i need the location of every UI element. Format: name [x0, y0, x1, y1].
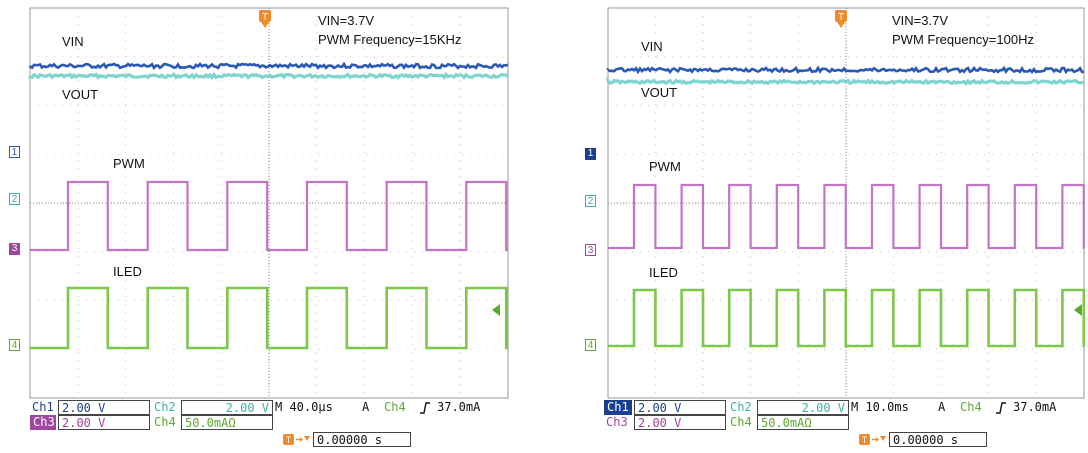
ch1-scale: 2.00 V [58, 400, 150, 415]
trace-group [28, 61, 510, 350]
trace-group [606, 65, 1086, 348]
trigger-offset-icon: T [283, 434, 310, 445]
trace-label-iled: ILED [113, 264, 142, 279]
trace-pwm [608, 183, 1085, 250]
annotation-pwm-frequency: PWM Frequency=15KHz [318, 32, 462, 47]
trigger-position-marker[interactable]: T [259, 10, 271, 28]
trace-vout [606, 76, 1085, 86]
trace-vout [28, 71, 510, 81]
channel-marker-3[interactable]: 3 [9, 243, 20, 255]
ch2-scale: 2.00 V [181, 400, 273, 415]
trigger-position-marker[interactable]: T [835, 10, 847, 28]
ch1-scale: 2.00 V [634, 400, 726, 415]
ch2-label: Ch2 [730, 400, 752, 414]
trigger-mode: A [362, 400, 370, 414]
svg-text:T: T [838, 12, 844, 23]
trigger-offset-icon: T [859, 434, 886, 445]
trace-pwm [30, 180, 508, 252]
trigger-offset: 0.00000 s [889, 432, 987, 447]
trigger-level-arrow[interactable] [490, 304, 500, 316]
trace-label-iled: ILED [649, 265, 678, 280]
channel-marker-4[interactable]: 4 [585, 339, 596, 351]
trigger-offset: 0.00000 s [313, 432, 411, 447]
ch4-label: Ch4 [154, 415, 176, 429]
annotation-vin: VIN=3.7V [892, 13, 949, 28]
trigger-channel: Ch4 [384, 400, 406, 414]
trace-label-vin: VIN [62, 34, 84, 49]
trigger-level-arrow[interactable] [1072, 304, 1082, 316]
channel-marker-1[interactable]: 1 [585, 148, 596, 160]
trace-label-pwm: PWM [649, 159, 681, 174]
ch4-label: Ch4 [730, 415, 752, 429]
trigger-mode: A [938, 400, 946, 414]
trigger-level: 37.0mA [1013, 400, 1057, 414]
channel-marker-1[interactable]: 1 [9, 146, 20, 158]
trace-vin [606, 65, 1085, 75]
svg-text:T: T [286, 435, 292, 445]
ch3-scale: 2.00 V [58, 415, 150, 430]
svg-text:T: T [862, 435, 868, 445]
scope-grid-right [606, 7, 1086, 399]
channel-marker-2[interactable]: 2 [9, 193, 20, 205]
ch3-label: Ch3 [606, 415, 628, 429]
trace-label-vout: VOUT [62, 87, 99, 102]
ch2-label: Ch2 [154, 400, 176, 414]
ch1-label: Ch1 [32, 400, 54, 414]
channel-marker-4[interactable]: 4 [9, 339, 20, 351]
ch2-scale: 2.00 V [757, 400, 849, 415]
trace-iled [30, 286, 508, 350]
trace-label-vin: VIN [641, 39, 663, 54]
svg-text:T: T [262, 12, 268, 23]
ch3-label: Ch3 [30, 415, 56, 430]
timebase: M 10.0ms [851, 400, 909, 414]
scope-grid-left [28, 7, 510, 399]
ch4-scale: 50.0mAΩ [757, 415, 849, 430]
rising-edge-icon [996, 402, 1006, 414]
trigger-channel: Ch4 [960, 400, 982, 414]
rising-edge-icon [420, 402, 430, 414]
trace-label-pwm: PWM [113, 156, 145, 171]
ch4-scale: 50.0mAΩ [181, 415, 273, 430]
ch3-scale: 2.00 V [634, 415, 726, 430]
annotation-pwm-frequency: PWM Frequency=100Hz [892, 32, 1034, 47]
oscilloscope-right: VIN=3.7V PWM Frequency=100Hz VIN VOUT PW… [576, 0, 1086, 453]
trace-iled [608, 288, 1086, 348]
trace-vin [28, 61, 509, 70]
channel-marker-3[interactable]: 3 [585, 244, 596, 256]
trace-label-vout: VOUT [641, 85, 678, 100]
annotation-vin: VIN=3.7V [318, 13, 375, 28]
grid-lines [29, 7, 509, 399]
ch1-label: Ch1 [604, 400, 632, 415]
channel-marker-2[interactable]: 2 [585, 195, 596, 207]
trigger-level: 37.0mA [437, 400, 481, 414]
oscilloscope-left: VIN=3.7V PWM Frequency=15KHz VIN VOUT PW… [0, 0, 510, 453]
timebase: M 40.0µs [275, 400, 333, 414]
